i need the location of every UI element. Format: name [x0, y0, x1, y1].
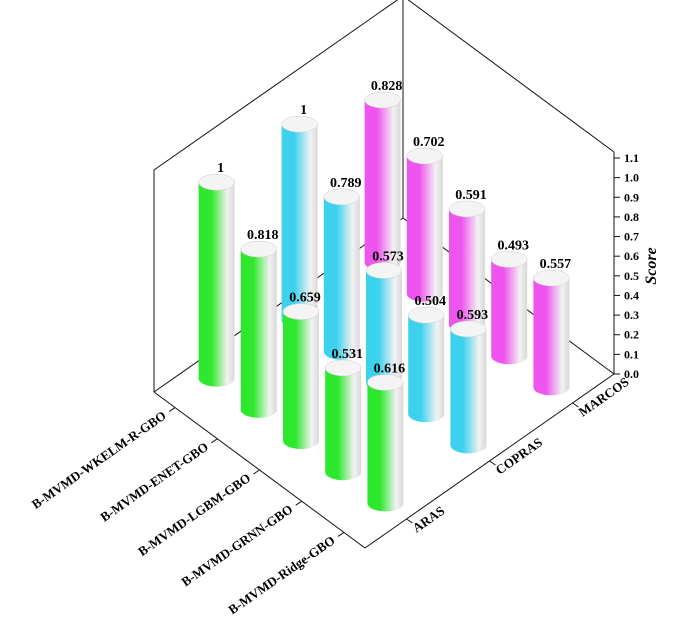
- category-tick: [337, 531, 345, 537]
- bar-body: [283, 303, 319, 449]
- value-label: 0.702: [413, 135, 445, 150]
- bar-2-0: [364, 91, 401, 271]
- data-labels: 1 0.818 0.659 0.531 0.616 1 0.789 0.573 0.504 0.5…: [217, 79, 571, 376]
- value-label: 0.504: [414, 294, 446, 309]
- series-tick: [489, 460, 496, 466]
- bar-1-0: [281, 115, 318, 329]
- bar-body: [281, 116, 318, 329]
- bar-body: [449, 200, 485, 333]
- score-axis-title: Score: [643, 247, 660, 284]
- category-tick: [211, 438, 218, 444]
- value-label: 0.557: [540, 257, 572, 272]
- bar-body: [240, 241, 277, 418]
- value-label: 0.493: [497, 238, 529, 253]
- bar-2-2: [448, 200, 486, 333]
- category-tick: [168, 407, 176, 413]
- bar-body: [198, 174, 235, 387]
- bar-1-2: [365, 262, 403, 391]
- value-label: 0.531: [331, 347, 363, 362]
- score-tick-label: 0.9: [624, 190, 639, 204]
- value-label: 0.616: [374, 361, 406, 376]
- score-tick-label: 0.4: [624, 288, 639, 302]
- value-label: 0.659: [289, 291, 321, 306]
- bar-0-4: [367, 374, 404, 512]
- bar-top: [282, 303, 320, 320]
- bar-2-4: [533, 269, 570, 396]
- score-tick-label: 0.0: [624, 367, 639, 381]
- bar-body: [323, 188, 360, 360]
- score-tick-label: 0.7: [624, 230, 639, 244]
- bar-0-3: [324, 359, 362, 481]
- score-tick-label: 1.0: [624, 171, 639, 185]
- value-label: 0.573: [372, 249, 404, 264]
- bar-2-1: [406, 147, 444, 302]
- score-tick-label: 0.5: [624, 269, 639, 283]
- score-tick-label: 0.6: [624, 249, 639, 263]
- bar-top: [533, 269, 570, 287]
- bar-top: [281, 115, 318, 133]
- series-tick: [572, 402, 579, 408]
- bar-body: [408, 307, 445, 423]
- bar-top: [324, 359, 362, 377]
- score-tick-label: 0.2: [624, 328, 639, 342]
- bar-body: [406, 147, 443, 302]
- value-label: 0.789: [330, 176, 362, 191]
- bar-top: [367, 374, 404, 391]
- bar-top: [448, 200, 486, 218]
- bar-top: [323, 188, 361, 206]
- bars: [198, 91, 570, 512]
- bar-body: [491, 251, 528, 365]
- series-label: ARAS: [410, 503, 448, 536]
- bar-body: [533, 270, 570, 396]
- bar-1-3: [407, 306, 445, 423]
- bar-body: [364, 92, 401, 271]
- score-tick-label: 0.8: [624, 210, 639, 224]
- bar-0-2: [282, 303, 320, 449]
- bar-body: [325, 359, 362, 481]
- score-tick-label: 0.3: [624, 308, 639, 322]
- score-tick-label: 0.1: [624, 347, 639, 361]
- bar-body: [450, 320, 487, 454]
- bar-1-1: [323, 188, 361, 360]
- bar-top: [450, 320, 487, 338]
- bar-top: [364, 91, 401, 109]
- value-label: 0.593: [457, 308, 489, 323]
- value-label: 0.591: [455, 188, 487, 203]
- frame-edge: [407, 0, 615, 153]
- value-label: 1: [217, 161, 224, 176]
- bar-top: [198, 173, 235, 191]
- bar-top: [407, 306, 445, 324]
- bar-top: [240, 240, 278, 258]
- frame-edge: [153, 0, 399, 171]
- series-tick: [406, 518, 413, 524]
- value-label: 0.818: [247, 228, 279, 243]
- bar-0-0: [198, 173, 235, 387]
- bar-top: [490, 251, 528, 268]
- bar-2-3: [490, 251, 528, 365]
- value-label: 1: [300, 103, 307, 118]
- score-axis: 0.0 0.1 0.2 0.3 0.4 0.5 0.6 0.7 0.8 0.9 1.0 1.1: [614, 151, 639, 381]
- category-tick: [295, 500, 302, 506]
- bar-body: [367, 374, 404, 512]
- score-tick-label: 1.1: [624, 151, 639, 165]
- frame-edge: [153, 217, 404, 393]
- bar-0-1: [240, 240, 278, 418]
- bar-top: [406, 147, 444, 165]
- category-label: B-MVMD-WKELM-R-GBO: [29, 408, 169, 512]
- bar-1-4: [450, 320, 487, 454]
- bar-top: [365, 262, 403, 279]
- category-tick: [253, 469, 260, 475]
- value-label: 0.828: [371, 79, 403, 94]
- bar-body: [366, 262, 402, 391]
